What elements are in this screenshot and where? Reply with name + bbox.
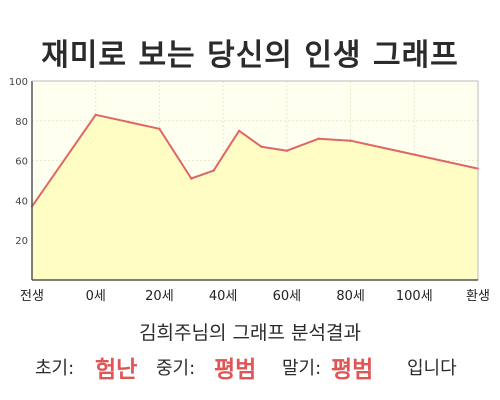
x-tick-label: 60세 bbox=[273, 289, 302, 304]
x-tick-label: 0세 bbox=[86, 289, 106, 304]
data-point bbox=[260, 145, 263, 148]
data-point bbox=[212, 169, 215, 172]
late-label: 말기: bbox=[282, 358, 322, 379]
data-point bbox=[317, 137, 320, 140]
y-tick-label: 80 bbox=[15, 117, 28, 128]
x-tick-label: 환생 bbox=[466, 289, 490, 304]
line-layer bbox=[30, 113, 480, 208]
y-tick-label: 40 bbox=[15, 196, 28, 207]
data-point bbox=[94, 113, 97, 117]
chart-title: 재미로 보는 당신의 인생 그래프 bbox=[41, 38, 459, 73]
early-value: 험난 bbox=[95, 357, 138, 383]
mid-label: 중기: bbox=[156, 358, 196, 379]
x-tick-label: 80세 bbox=[336, 289, 365, 304]
early-label: 초기: bbox=[35, 358, 75, 379]
y-tick-label: 60 bbox=[15, 157, 28, 168]
data-point bbox=[158, 127, 161, 130]
area-fill-layer bbox=[32, 114, 478, 280]
x-tick-label: 100세 bbox=[396, 289, 433, 304]
analysis-subtitle: 김희주님의 그래프 분석결과 bbox=[139, 322, 361, 344]
series-line bbox=[31, 113, 479, 207]
y-tick-label: 100 bbox=[9, 77, 28, 88]
mid-value: 평범 bbox=[214, 357, 257, 383]
x-tick-label: 20세 bbox=[145, 289, 174, 304]
data-point bbox=[349, 139, 352, 142]
x-tick-label: 전생 bbox=[20, 289, 44, 304]
y-tick-label: 20 bbox=[15, 236, 28, 247]
y-axis: 100 80 60 40 20 bbox=[9, 77, 479, 280]
late-value: 평범 bbox=[331, 357, 374, 383]
data-point bbox=[237, 129, 241, 132]
ending-text: 입니다 bbox=[407, 358, 457, 379]
x-axis: 전생 0세 20세 40세 60세 80세 100세 환생 bbox=[20, 279, 490, 304]
data-point bbox=[190, 177, 193, 180]
analysis-result: 초기: 험난 중기: 평범 말기: 평범 입니다 bbox=[0, 348, 500, 383]
series-area bbox=[32, 114, 478, 280]
x-tick-label: 40세 bbox=[209, 289, 238, 304]
data-point bbox=[413, 153, 416, 156]
data-point bbox=[285, 149, 289, 152]
